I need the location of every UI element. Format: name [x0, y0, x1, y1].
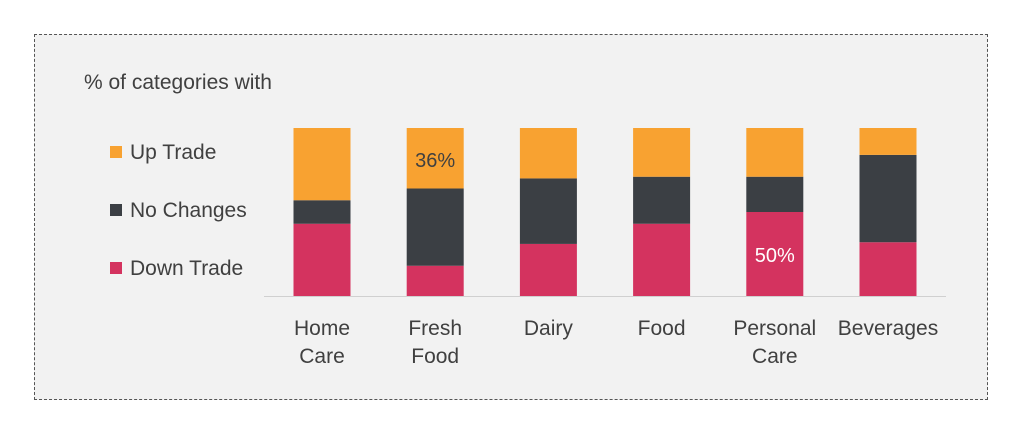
- bar-no-changes-beverages: [859, 154, 917, 243]
- bar-down-trade-beverages: [859, 242, 917, 296]
- bar-no-changes-home-care: [293, 200, 351, 224]
- bar-no-changes-dairy: [519, 178, 577, 244]
- data-labels: 36% 50%: [415, 150, 795, 267]
- bar-no-changes-personal-care: [746, 176, 804, 212]
- bar-down-trade-food: [633, 223, 691, 296]
- chart-frame: [34, 34, 988, 400]
- bars: [293, 128, 917, 296]
- legend-label-up-trade: Up Trade: [130, 141, 216, 164]
- bar-down-trade-dairy: [519, 243, 577, 296]
- legend-swatch-no-changes: [110, 204, 122, 216]
- bar-down-trade-fresh-food: [406, 265, 464, 296]
- category-label-dairy: Dairy: [524, 317, 574, 340]
- data-label-down-trade-personal-care: 50%: [755, 245, 795, 267]
- legend: Up Trade No Changes Down Trade: [110, 141, 247, 280]
- bar-down-trade-home-care: [293, 223, 351, 296]
- bar-up-trade-beverages: [859, 128, 917, 155]
- bar-up-trade-dairy: [519, 128, 577, 179]
- legend-swatch-down-trade: [110, 262, 122, 274]
- bar-no-changes-food: [633, 176, 691, 224]
- chart-subtitle: % of categories with: [84, 71, 272, 94]
- category-label-personal-care: Personal Care: [733, 317, 816, 368]
- bar-up-trade-food: [633, 128, 691, 177]
- category-label-food: Food: [638, 317, 686, 340]
- legend-swatch-up-trade: [110, 146, 122, 158]
- data-label-up-trade-fresh-food: 36%: [415, 150, 455, 172]
- bar-up-trade-fresh-food: [406, 128, 464, 189]
- category-label-fresh-food: Fresh Food: [408, 317, 462, 368]
- legend-label-down-trade: Down Trade: [130, 257, 243, 280]
- category-label-beverages: Beverages: [838, 317, 938, 340]
- bar-no-changes-fresh-food: [406, 188, 464, 266]
- legend-label-no-changes: No Changes: [130, 199, 247, 222]
- category-label-home-care: Home Care: [294, 317, 350, 368]
- bar-up-trade-home-care: [293, 128, 351, 201]
- bar-down-trade-personal-care: [746, 212, 804, 296]
- bar-up-trade-personal-care: [746, 128, 804, 177]
- category-labels: Home Care Fresh Food Dairy Food Personal Care Be…: [294, 317, 938, 368]
